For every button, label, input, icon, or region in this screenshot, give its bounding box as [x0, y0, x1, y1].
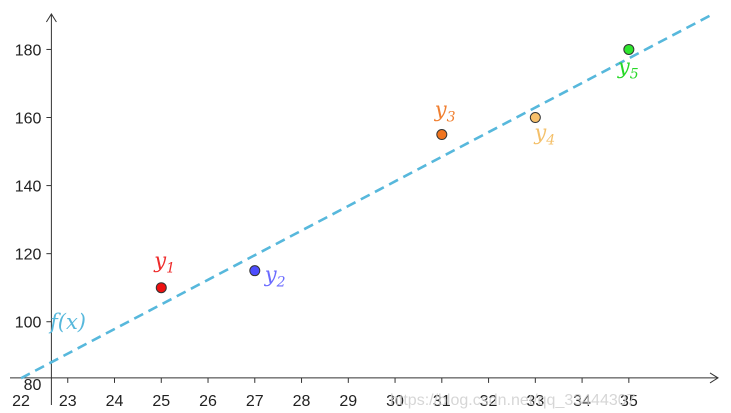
- x-tick-label: 30: [386, 393, 404, 410]
- x-axis-arrow: [709, 372, 719, 384]
- fit-line-group: f(x): [20, 12, 714, 380]
- fit-line: [20, 12, 714, 380]
- x-tick-label: 22: [12, 393, 30, 410]
- x-tick-label: 28: [293, 393, 311, 410]
- y-tick-label: 80: [24, 377, 42, 394]
- x-tick-label: 25: [152, 393, 170, 410]
- x-tick-label: 35: [620, 393, 638, 410]
- data-point-label: y4: [533, 121, 555, 149]
- x-tick-label: 29: [339, 393, 357, 410]
- x-tick-label: 32: [480, 393, 498, 410]
- fit-line-label: f(x): [48, 310, 86, 334]
- x-tick-label: 33: [526, 393, 544, 410]
- data-point: [529, 112, 541, 124]
- data-points: y1 y2 y3 y4 y5: [153, 43, 639, 294]
- data-point: [155, 282, 167, 294]
- x-tick-label: 23: [59, 393, 77, 410]
- y-axis-arrow: [45, 13, 57, 23]
- y-tick-label: 100: [15, 315, 42, 332]
- y-tick-label: 160: [15, 111, 42, 128]
- data-point: [623, 43, 635, 55]
- y-tick-label: 120: [15, 247, 42, 264]
- data-point-label: y2: [264, 263, 286, 291]
- x-tick-label: 26: [199, 393, 217, 410]
- data-point-label: y3: [434, 98, 456, 126]
- x-tick-label: 24: [106, 393, 124, 410]
- watermark: https://blog.csdn.net/qq_33444307: [390, 392, 636, 409]
- data-point: [436, 129, 448, 141]
- y-tick-label: 140: [15, 179, 42, 196]
- x-tick-label: 31: [433, 393, 451, 410]
- x-tick-label: 34: [573, 393, 591, 410]
- y-tick-label: 180: [15, 42, 42, 59]
- x-tick-label: 27: [246, 393, 264, 410]
- data-point-label: y5: [617, 54, 639, 82]
- tick-labels: 22 23 24 25 26 27 28 29 30 31 32 33 34 35 80 100 120 140 1…: [12, 42, 638, 410]
- data-point: [249, 265, 261, 277]
- data-point-label: y1: [153, 249, 175, 277]
- axes: [10, 13, 719, 405]
